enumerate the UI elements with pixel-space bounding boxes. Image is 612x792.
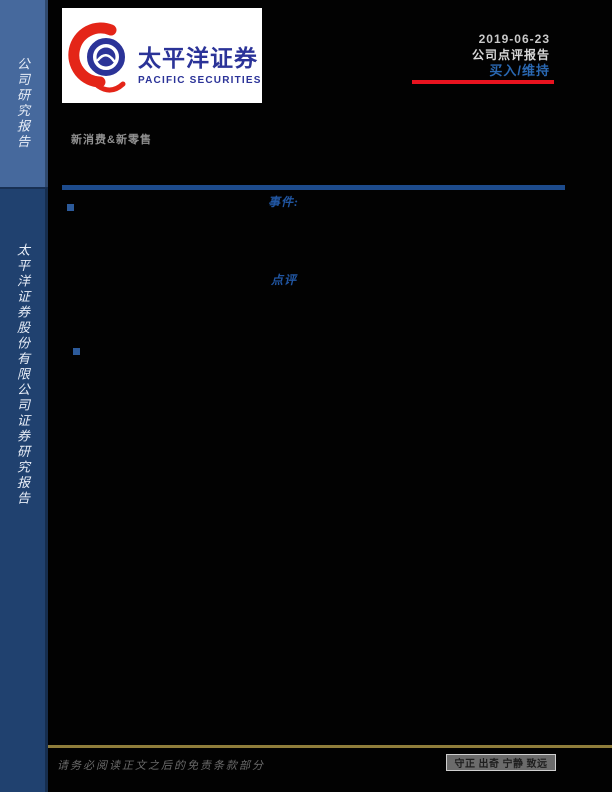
event-heading: 事件:	[268, 195, 299, 209]
bullet-square-icon	[67, 204, 74, 211]
pacific-securities-swirl-icon	[68, 22, 126, 93]
bullet-square-icon	[73, 348, 80, 355]
report-date: 2019-06-23	[478, 32, 550, 46]
rating-badge: 买入/维持	[489, 63, 550, 78]
logo-wordmark: 太平洋证券 PACIFIC SECURITIES	[138, 39, 260, 86]
sidebar-company-label: 太平洋证券股份有限公司证券研究报告	[15, 243, 30, 507]
footer-divider	[48, 745, 612, 748]
sidebar-category-label: 公司研究报告	[15, 57, 30, 150]
sidebar: 公司研究报告 太平洋证券股份有限公司证券研究报告	[0, 0, 48, 792]
comment-heading: 点评	[271, 273, 298, 287]
sidebar-category-band: 公司研究报告	[0, 0, 48, 187]
disclaimer-text: 请务必阅读正文之后的免责条款部分	[57, 760, 265, 772]
report-type: 公司点评报告	[471, 48, 550, 62]
rating-underline	[412, 80, 554, 84]
sector-tag: 新消费&新零售	[71, 134, 152, 146]
logo-chinese-name: 太平洋证券	[138, 45, 258, 71]
motto-box: 守正 出奇 宁静 致远	[446, 754, 556, 771]
company-logo: 太平洋证券 PACIFIC SECURITIES	[62, 8, 262, 103]
logo-english-name: PACIFIC SECURITIES	[138, 75, 262, 86]
motto-text: 守正 出奇 宁静 致远	[454, 759, 548, 770]
sidebar-company-band: 太平洋证券股份有限公司证券研究报告	[0, 187, 48, 792]
section-divider-bar	[62, 185, 565, 190]
report-meta: 2019-06-23 公司点评报告 买入/维持	[472, 31, 550, 79]
